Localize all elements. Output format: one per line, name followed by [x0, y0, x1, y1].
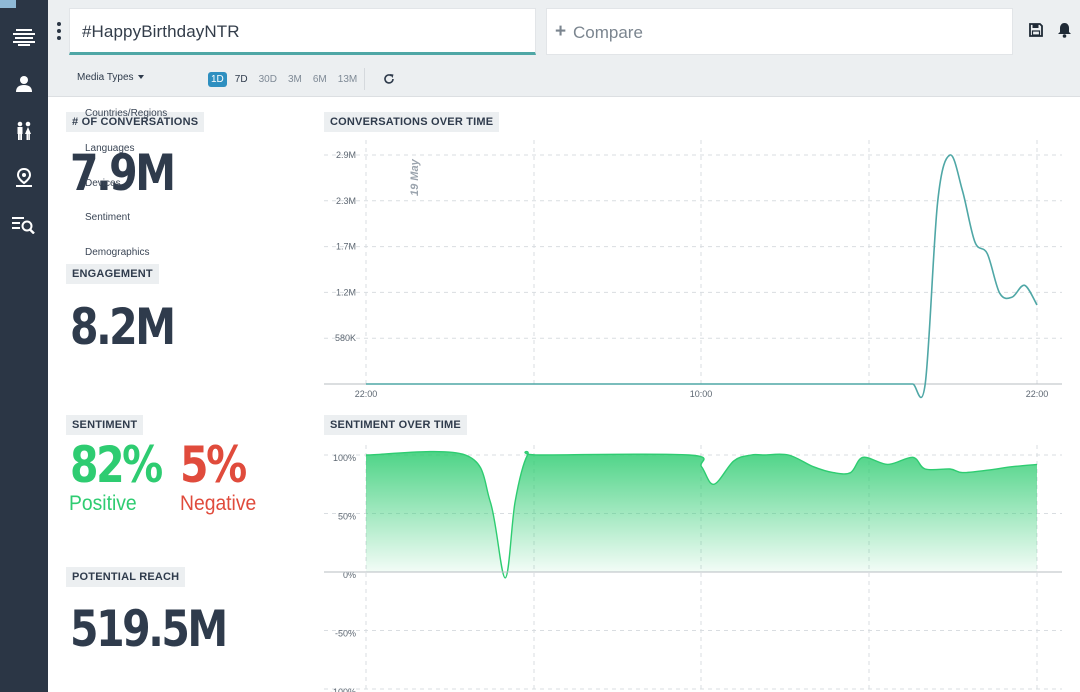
menu-item-devices[interactable]: Devices: [85, 178, 121, 189]
range-6m[interactable]: 6M: [312, 74, 327, 85]
conversations-chart-title: CONVERSATIONS OVER TIME: [324, 112, 500, 132]
range-3m[interactable]: 3M: [287, 74, 302, 85]
sentiment-line: [365, 450, 1038, 579]
reach-label: POTENTIAL REACH: [66, 567, 186, 587]
engagement-label: ENGAGEMENT: [66, 264, 159, 284]
sentiment-y-tick-label: 50%: [338, 512, 356, 522]
reach-value: 519.5M: [70, 600, 228, 658]
conversations-y-ticks: 2.9M 2.3M 1.7M 1.2M 580K: [335, 150, 356, 343]
media-types-label: Media Types: [77, 72, 134, 83]
conversations-y-tick-label: 2.3M: [336, 196, 356, 206]
conversations-chart-grid: [324, 140, 1062, 384]
save-icon[interactable]: [1029, 23, 1045, 39]
positive-label: Positive: [69, 492, 137, 515]
conversations-x-tick-label: 22:00: [355, 389, 378, 399]
chevron-down-icon: [137, 75, 144, 80]
conversations-y-tick-label: 1.2M: [336, 287, 356, 297]
sidebar-top-accent: [0, 0, 16, 8]
sentiment-area: [366, 451, 1037, 578]
menu-item-demographics[interactable]: Demographics: [85, 247, 150, 258]
sentiment-label: SENTIMENT: [66, 415, 144, 435]
positive-value: 82%: [70, 436, 163, 494]
range-30d[interactable]: 30D: [258, 74, 277, 85]
conversations-y-tick-label: 580K: [335, 333, 356, 343]
conversations-x-tick-label: 10:00: [690, 389, 713, 399]
range-1d[interactable]: 1D: [208, 72, 227, 87]
plus-icon: +: [555, 21, 567, 42]
sentiment-y-tick-label: -50%: [335, 629, 356, 639]
sidebar: [0, 0, 48, 692]
kebab-menu-icon[interactable]: [56, 22, 62, 42]
menu-item-countries[interactable]: Countries/Regions: [85, 108, 168, 119]
list-search-icon[interactable]: [12, 213, 36, 237]
engagement-value: 8.2M: [70, 298, 176, 356]
compare-input[interactable]: + Compare: [546, 8, 1013, 55]
layers-logo-icon[interactable]: [12, 25, 36, 49]
conversations-annotation: 19 May: [409, 158, 421, 196]
top-bar: #HappyBirthdayNTR + Compare Media Types …: [48, 0, 1080, 97]
range-7d[interactable]: 7D: [234, 74, 248, 85]
conversations-label: # OF CONVERSATIONS: [66, 112, 205, 132]
search-input[interactable]: #HappyBirthdayNTR: [69, 8, 536, 55]
sentiment-chart-title: SENTIMENT OVER TIME: [324, 415, 467, 435]
menu-item-sentiment[interactable]: Sentiment: [85, 212, 131, 223]
range-13m[interactable]: 13M: [337, 74, 358, 85]
toolbar-divider: [364, 68, 365, 90]
conversations-line: [365, 154, 1038, 399]
sentiment-y-ticks: 100% 50% 0% -50% -100%: [330, 453, 356, 692]
menu-item-languages[interactable]: Languages: [85, 143, 135, 154]
negative-value: 5%: [180, 436, 247, 494]
sentiment-y-tick-label: -100%: [330, 687, 356, 692]
refresh-icon[interactable]: [383, 72, 395, 84]
conversations-x-ticks: 22:00 10:00 22:00: [355, 389, 1049, 399]
sentiment-y-tick-label: 100%: [333, 453, 356, 463]
conversations-y-tick-label: 1.7M: [336, 242, 356, 252]
bell-icon[interactable]: [1057, 22, 1073, 39]
compare-label: Compare: [573, 23, 643, 42]
media-types-dropdown[interactable]: Media Types: [77, 72, 144, 83]
user-profile-icon[interactable]: [12, 72, 36, 96]
conversations-value: 7.9M: [70, 144, 176, 202]
conversations-x-tick-label: 22:00: [1026, 389, 1049, 399]
sentiment-y-tick-label: 0%: [343, 570, 356, 580]
conversations-y-tick-label: 2.9M: [336, 150, 356, 160]
search-value: #HappyBirthdayNTR: [82, 22, 240, 41]
negative-label: Negative: [180, 492, 257, 515]
location-pin-icon[interactable]: [12, 166, 36, 190]
people-icon[interactable]: [12, 119, 36, 143]
time-range-selector: 1D 7D 30D 3M 6M 13M: [208, 72, 360, 87]
